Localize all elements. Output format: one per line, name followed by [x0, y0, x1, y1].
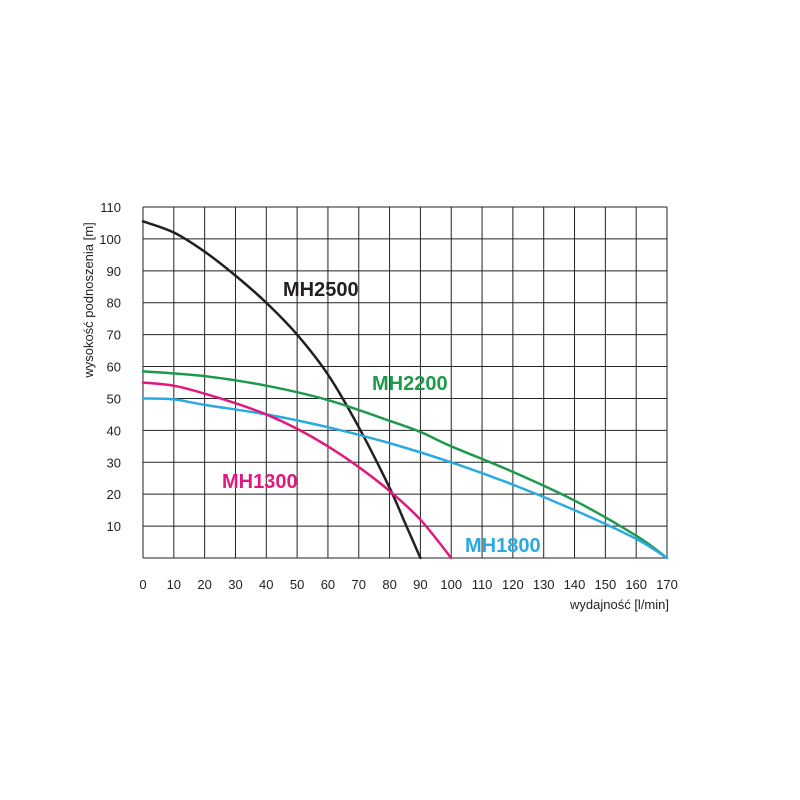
x-tick-label: 100	[440, 577, 462, 592]
x-tick-label: 140	[564, 577, 586, 592]
y-tick-label: 40	[107, 423, 121, 438]
x-tick-label: 120	[502, 577, 524, 592]
series-line-mh1300	[141, 381, 453, 560]
x-tick-label: 0	[139, 577, 146, 592]
series-line-mh2500	[141, 220, 422, 560]
y-tick-label: 90	[107, 264, 121, 279]
x-tick-label: 80	[382, 577, 396, 592]
series-line-mh1800	[141, 397, 669, 560]
x-tick-label: 60	[321, 577, 335, 592]
x-tick-label: 10	[167, 577, 181, 592]
x-tick-label: 30	[228, 577, 242, 592]
x-tick-label: 150	[595, 577, 617, 592]
series-label-mh1300: MH1300	[222, 471, 298, 493]
series-lines	[141, 220, 669, 560]
y-tick-label: 20	[107, 487, 121, 502]
y-axis-label: wysokość podnoszenia [m]	[81, 222, 96, 378]
x-axis-label: wydajność [l/min]	[569, 597, 669, 612]
y-tick-label: 10	[107, 519, 121, 534]
x-tick-label: 70	[352, 577, 366, 592]
x-tick-label: 170	[656, 577, 678, 592]
y-tick-label: 80	[107, 296, 121, 311]
y-tick-label: 50	[107, 391, 121, 406]
y-tick-label: 70	[107, 328, 121, 343]
series-label-mh2200: MH2200	[372, 373, 448, 395]
series-line-mh2200	[141, 370, 669, 560]
series-label-mh1800: MH1800	[465, 535, 541, 557]
x-tick-label: 160	[625, 577, 647, 592]
x-tick-label: 130	[533, 577, 555, 592]
x-tick-label: 50	[290, 577, 304, 592]
y-tick-label: 60	[107, 360, 121, 375]
y-axis-ticks: 10 20 30 40 50 60 70 80 90 100 110	[99, 200, 121, 534]
y-tick-label: 100	[99, 232, 121, 247]
x-tick-label: 90	[413, 577, 427, 592]
x-axis-ticks: 0 10 20 30 40 50 60 70 80 90 100 110 120 130 140 150 160…	[139, 577, 677, 592]
grid	[142, 206, 668, 559]
series-label-mh2500: MH2500	[283, 279, 359, 301]
x-tick-label: 20	[197, 577, 211, 592]
x-tick-label: 110	[472, 577, 493, 592]
x-tick-label: 40	[259, 577, 273, 592]
series-labels: MH2500 MH2200 MH1800 MH1300	[222, 279, 541, 557]
y-tick-label: 30	[107, 455, 121, 470]
y-tick-label: 110	[100, 200, 121, 215]
